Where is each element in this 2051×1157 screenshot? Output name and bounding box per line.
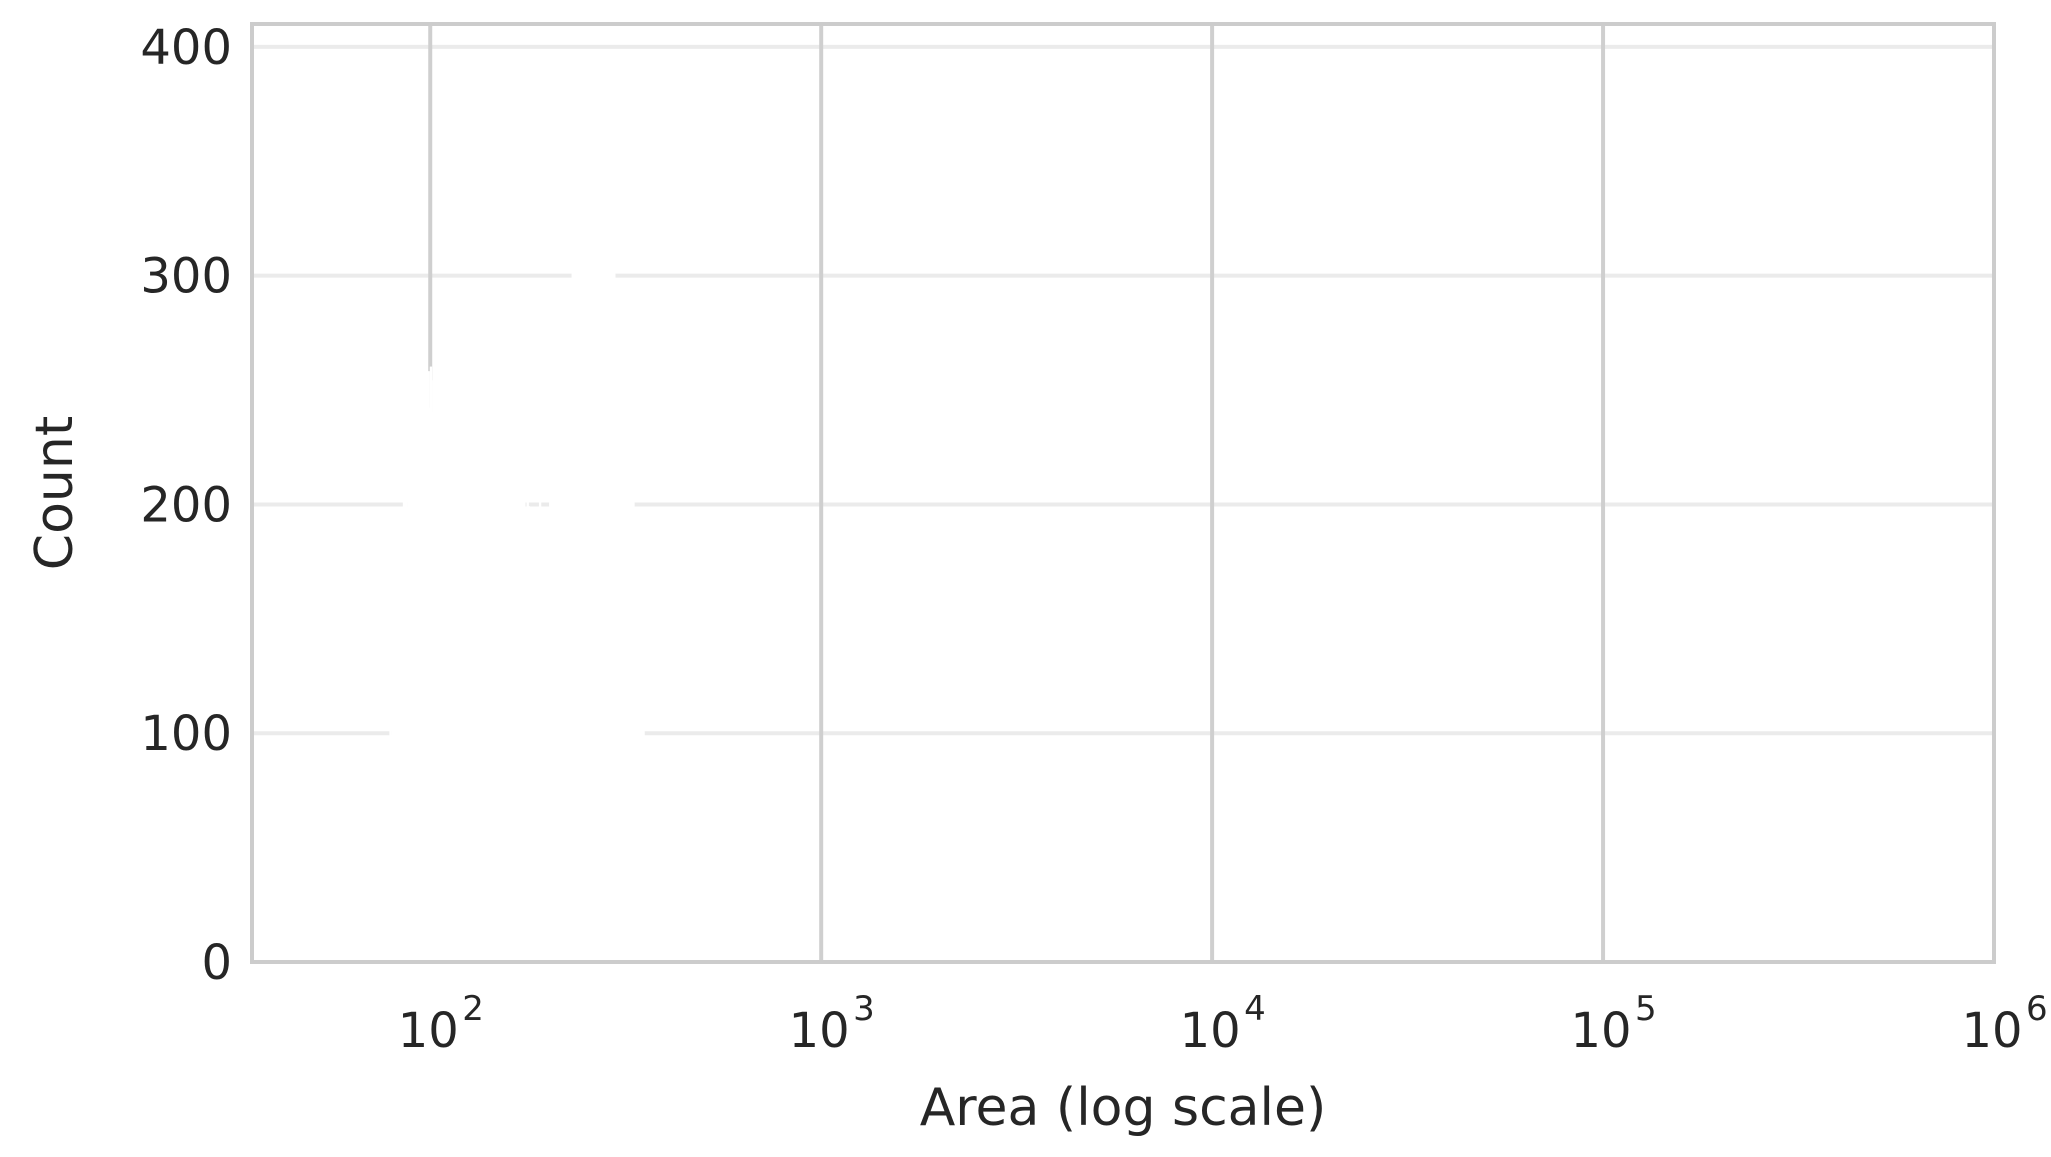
y-tick-label: 100 (140, 706, 232, 762)
x-tick-exponent: 3 (853, 989, 875, 1029)
x-tick-label: 10 4 (1180, 989, 1266, 1059)
x-tick-exponent: 5 (1635, 989, 1657, 1029)
x-tick-label: 10 5 (1571, 989, 1657, 1059)
y-tick-label: 0 (201, 935, 232, 991)
x-tick-label: 10 2 (398, 989, 484, 1059)
y-axis-title: Count (25, 416, 85, 570)
x-tick-base: 10 (398, 1003, 459, 1059)
x-tick-labels: 10 2 10 3 10 4 10 5 10 6 (398, 989, 2048, 1059)
y-tick-label: 200 (140, 477, 232, 533)
x-tick-base: 10 (1961, 1003, 2022, 1059)
y-tick-label: 400 (140, 20, 232, 76)
x-tick-label: 10 3 (789, 989, 875, 1059)
x-tick-base: 10 (789, 1003, 850, 1059)
plot-frame (250, 22, 1996, 964)
bars-layer (369, 66, 679, 963)
x-tick-exponent: 6 (2026, 989, 2048, 1029)
x-tick-exponent: 4 (1244, 989, 1266, 1029)
y-tick-label: 300 (140, 249, 232, 305)
x-tick-label: 10 6 (1961, 989, 2047, 1059)
x-tick-base: 10 (1180, 1003, 1241, 1059)
x-axis-title: Area (log scale) (920, 1078, 1327, 1138)
x-tick-exponent: 2 (462, 989, 484, 1029)
y-tick-labels: 0 100 200 300 400 (140, 20, 232, 991)
x-tick-base: 10 (1571, 1003, 1632, 1059)
